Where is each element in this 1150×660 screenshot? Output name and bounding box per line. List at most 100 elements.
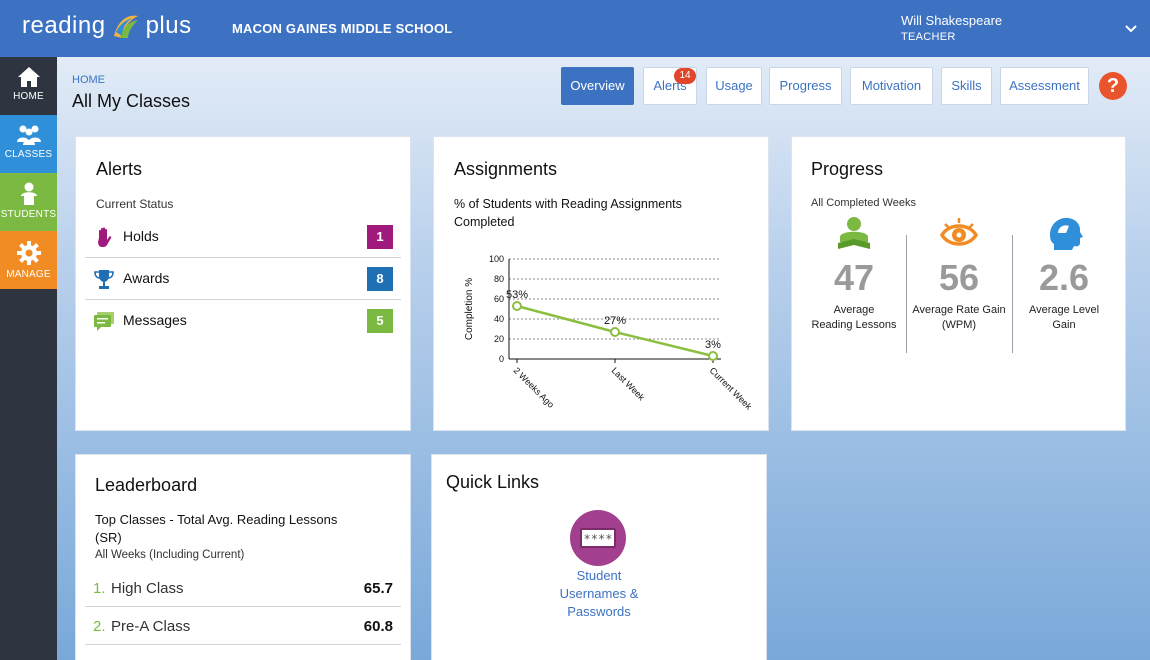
card-title: Leaderboard <box>95 475 198 495</box>
sidebar-item-label: MANAGE <box>6 269 51 280</box>
metric-level-gain: 2.6 Average Level Gain <box>1013 215 1115 333</box>
data-point <box>512 301 522 311</box>
y-axis-label: Completion % <box>464 278 475 340</box>
top-bar: reading plus MACON GAINES MIDDLE SCHOOL … <box>0 0 1150 57</box>
leaderboard-rank: 1. <box>93 580 106 597</box>
alert-row-awards[interactable]: Awards 8 <box>85 258 401 300</box>
metric-label-line: Average Rate Gain <box>912 304 1006 316</box>
trophy-icon <box>94 270 114 289</box>
password-mask: **** <box>580 528 616 548</box>
y-tick-label: 80 <box>494 274 504 284</box>
school-name: MACON GAINES MIDDLE SCHOOL <box>232 21 453 36</box>
sidebar-item-students[interactable]: STUDENTS <box>0 173 57 231</box>
sidebar-item-label: HOME <box>13 91 44 102</box>
page-title: All My Classes <box>72 91 191 111</box>
data-label: 3% <box>705 339 721 351</box>
y-tick-label: 40 <box>494 314 504 324</box>
divider <box>1012 235 1013 353</box>
data-point <box>610 327 620 337</box>
leaderboard-card: Leaderboard Top Classes - Total Avg. Rea… <box>75 454 411 660</box>
metric-reading-lessons: 47 Average Reading Lessons <box>803 215 905 333</box>
hand-icon <box>98 227 112 247</box>
logo[interactable]: reading plus <box>22 10 192 42</box>
alert-count-badge: 1 <box>367 225 393 249</box>
metric-value: 56 <box>938 257 980 298</box>
x-tick-label: Current Week <box>708 365 755 412</box>
leaderboard-row[interactable]: 1. High Class 65.7 <box>85 569 401 607</box>
card-title: Assignments <box>454 159 558 179</box>
tab-progress[interactable]: Progress <box>769 67 842 105</box>
divider <box>906 235 907 353</box>
sidebar-item-home[interactable]: HOME <box>0 57 57 115</box>
card-subtitle: Current Status <box>96 197 174 211</box>
password-card-icon[interactable]: **** <box>570 510 626 566</box>
leaderboard-class-name: High Class <box>111 580 184 597</box>
card-subtitle: Top Classes - Total Avg. Reading Lessons <box>95 512 338 527</box>
tab-motivation[interactable]: Motivation <box>850 67 933 105</box>
card-subtitle: % of Students with Reading Assignments C… <box>454 197 682 229</box>
gear-icon <box>16 241 41 265</box>
card-subtitle: (SR) <box>95 530 122 545</box>
leaderboard-rank: 2. <box>93 618 106 635</box>
reader-icon <box>838 217 870 249</box>
leaderboard-row[interactable]: 2. Pre-A Class 60.8 <box>85 607 401 645</box>
alert-count-badge: 8 <box>367 267 393 291</box>
assignments-line-chart: 100 80 60 40 20 0 Completion % 2 Weeks Ago Last … <box>464 254 755 412</box>
message-icon <box>94 312 114 331</box>
alert-label: Holds <box>123 228 159 244</box>
tab-usage[interactable]: Usage <box>706 67 762 105</box>
sidebar-item-label: STUDENTS <box>0 209 57 220</box>
alert-label: Awards <box>123 270 170 286</box>
metric-value: 47 <box>833 257 875 298</box>
sidebar-item-manage[interactable]: MANAGE <box>0 231 57 289</box>
chevron-down-icon[interactable] <box>1124 22 1138 36</box>
data-point <box>708 351 718 361</box>
x-tick-label: 2 Weeks Ago <box>512 365 556 409</box>
classes-icon <box>16 125 41 145</box>
tab-skills[interactable]: Skills <box>941 67 992 105</box>
metric-rate-gain: 56 Average Rate Gain (WPM) <box>908 215 1010 333</box>
card-title: Progress <box>811 159 884 179</box>
card-note: All Weeks (Including Current) <box>95 549 245 561</box>
data-label: 53% <box>506 289 528 301</box>
home-icon <box>17 67 40 87</box>
user-menu[interactable]: Will Shakespeare TEACHER <box>901 12 1002 46</box>
y-tick-label: 100 <box>489 254 504 264</box>
logo-text-plus: plus <box>145 12 192 39</box>
y-tick-label: 20 <box>494 334 504 344</box>
sidebar: HOME CLASSES STUDENTS MANAGE <box>0 57 57 660</box>
metric-label: Average Level Gain <box>1013 303 1115 333</box>
quick-links-card: Quick Links **** Student Usernames & Pas… <box>431 454 767 660</box>
metric-label-line: Gain <box>1052 319 1076 331</box>
card-title: Quick Links <box>446 472 540 492</box>
alert-count-badge: 5 <box>367 309 393 333</box>
head-icon <box>1050 217 1083 250</box>
leaderboard-class-name: Pre-A Class <box>111 618 191 635</box>
alerts-count-badge: 14 <box>674 68 696 84</box>
y-tick-label: 60 <box>494 294 504 304</box>
alert-row-holds[interactable]: Holds 1 <box>85 216 401 258</box>
leaderboard-value: 65.7 <box>363 580 393 597</box>
tab-overview[interactable]: Overview <box>561 67 634 105</box>
card-title: Alerts <box>96 159 143 179</box>
breadcrumb[interactable]: HOME <box>72 74 105 86</box>
progress-card: Progress All Completed Weeks 47 Average … <box>791 136 1126 431</box>
metric-value: 2.6 <box>1038 257 1090 298</box>
metric-label-line: Average Level <box>1028 304 1100 316</box>
alert-row-messages[interactable]: Messages 5 <box>85 300 401 342</box>
student-icon <box>20 182 37 205</box>
help-icon[interactable]: ? <box>1099 72 1127 100</box>
metric-label: Average Reading Lessons <box>803 303 905 333</box>
metric-label-line: (WPM) <box>941 319 977 331</box>
eye-icon <box>939 218 979 246</box>
logo-text-reading: reading <box>22 12 106 39</box>
card-subtitle: All Completed Weeks <box>811 197 916 209</box>
sidebar-item-classes[interactable]: CLASSES <box>0 115 57 173</box>
logo-mark-icon <box>113 15 138 38</box>
tab-assessment[interactable]: Assessment <box>1000 67 1089 105</box>
student-passwords-link[interactable]: Student Usernames & Passwords <box>532 567 666 621</box>
user-role: TEACHER <box>901 31 956 43</box>
leaderboard-value: 60.8 <box>363 618 393 635</box>
link-line: Student <box>576 568 622 583</box>
metric-label: Average Rate Gain (WPM) <box>908 303 1010 333</box>
